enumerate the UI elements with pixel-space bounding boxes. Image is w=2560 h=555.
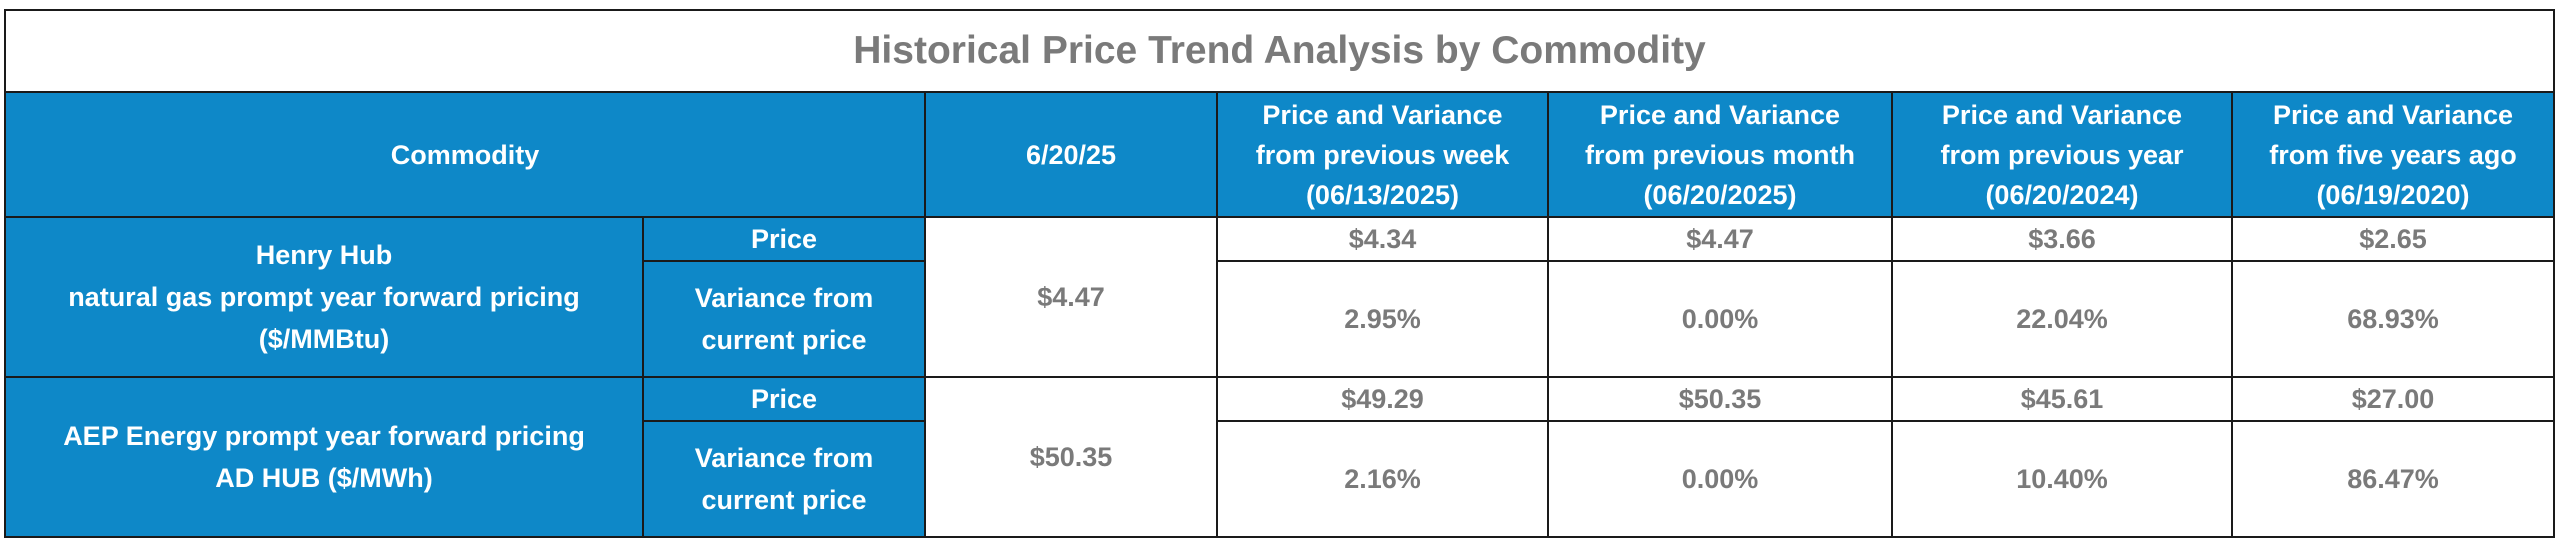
commodity-name-line: AD HUB ($/MWh)	[215, 463, 433, 493]
commodity-name-line: AEP Energy prompt year forward pricing	[63, 421, 585, 451]
header-line: (06/20/2024)	[1985, 179, 2139, 210]
row-label-line: Variance from	[694, 443, 874, 473]
header-line: Price and Variance	[1941, 99, 2183, 130]
header-line: (06/19/2020)	[2316, 179, 2470, 210]
price-cell: $49.29	[1216, 376, 1549, 422]
price-cell: $4.47	[1547, 216, 1893, 262]
variance-cell: 10.40%	[1891, 420, 2233, 538]
header-previous-week: Price and Variance from previous week (0…	[1216, 91, 1549, 218]
row-label-variance: Variance from current price	[642, 420, 926, 538]
price-cell: $2.65	[2230, 216, 2556, 262]
header-line: from previous month	[1584, 139, 1855, 170]
variance-cell: 86.47%	[2230, 420, 2556, 538]
price-trend-table-container: Historical Price Trend Analysis by Commo…	[3, 9, 2556, 538]
commodity-name-line: natural gas prompt year forward pricing	[68, 282, 580, 312]
header-previous-year: Price and Variance from previous year (0…	[1891, 91, 2233, 218]
header-line: Price and Variance	[1599, 99, 1841, 130]
price-cell: $3.66	[1891, 216, 2233, 262]
header-line: from previous year	[1940, 139, 2184, 170]
row-label-line: Variance from	[694, 283, 874, 313]
variance-cell: 0.00%	[1547, 260, 1893, 378]
row-label-line: current price	[701, 485, 867, 515]
header-line: (06/13/2025)	[1305, 179, 1460, 210]
row-label-price: Price	[642, 216, 926, 262]
variance-cell: 22.04%	[1891, 260, 2233, 378]
table-title: Historical Price Trend Analysis by Commo…	[3, 9, 2556, 93]
commodity-name-aep-energy: AEP Energy prompt year forward pricing A…	[4, 376, 644, 538]
header-line: from previous week	[1255, 139, 1510, 170]
variance-cell: 2.95%	[1216, 260, 1549, 378]
price-cell: $27.00	[2230, 376, 2556, 422]
variance-cell: 68.93%	[2230, 260, 2556, 378]
row-label-price: Price	[642, 376, 926, 422]
variance-cell: 2.16%	[1216, 420, 1549, 538]
variance-cell: 0.00%	[1547, 420, 1893, 538]
current-price-henry-hub: $4.47	[924, 216, 1218, 378]
header-previous-month: Price and Variance from previous month (…	[1547, 91, 1893, 218]
header-line: Price and Variance	[2272, 99, 2514, 130]
current-price-aep-energy: $50.35	[924, 376, 1218, 538]
row-label-line: current price	[701, 325, 867, 355]
commodity-name-henry-hub: Henry Hub natural gas prompt year forwar…	[4, 216, 644, 378]
header-line: Price and Variance	[1262, 99, 1503, 130]
header-line: (06/20/2025)	[1643, 179, 1797, 210]
header-five-years-ago: Price and Variance from five years ago (…	[2230, 91, 2556, 218]
commodity-name-line: ($/MMBtu)	[258, 324, 390, 354]
price-cell: $50.35	[1547, 376, 1893, 422]
commodity-name-line: Henry Hub	[255, 240, 393, 270]
price-trend-table: Historical Price Trend Analysis by Commo…	[3, 9, 2556, 538]
header-commodity: Commodity	[4, 91, 926, 218]
row-label-variance: Variance from current price	[642, 260, 926, 378]
header-current-date: 6/20/25	[924, 91, 1218, 218]
price-cell: $4.34	[1216, 216, 1549, 262]
header-line: from five years ago	[2269, 139, 2517, 170]
price-cell: $45.61	[1891, 376, 2233, 422]
